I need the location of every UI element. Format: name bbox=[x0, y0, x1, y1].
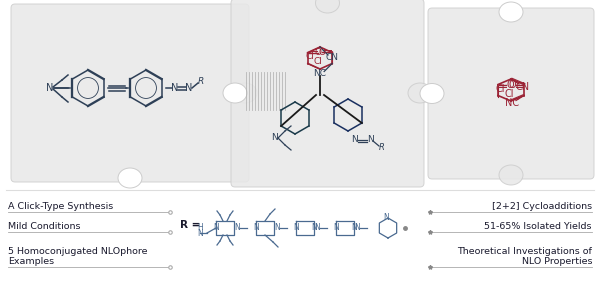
Text: A Click-Type Synthesis: A Click-Type Synthesis bbox=[8, 202, 113, 211]
Text: N: N bbox=[354, 223, 360, 232]
Ellipse shape bbox=[233, 83, 257, 103]
Ellipse shape bbox=[499, 2, 523, 22]
Text: NC: NC bbox=[314, 69, 326, 78]
Text: Mild Conditions: Mild Conditions bbox=[8, 222, 80, 231]
Text: N: N bbox=[197, 229, 203, 238]
Text: N: N bbox=[383, 214, 389, 223]
Text: [2+2] Cycloadditions: [2+2] Cycloadditions bbox=[492, 202, 592, 211]
Ellipse shape bbox=[499, 165, 523, 185]
Text: N: N bbox=[333, 223, 339, 232]
Ellipse shape bbox=[118, 168, 142, 188]
Text: Cl: Cl bbox=[314, 58, 322, 66]
Text: N: N bbox=[311, 223, 317, 232]
Text: 51-65% Isolated Yields: 51-65% Isolated Yields bbox=[485, 222, 592, 231]
Text: NC: NC bbox=[505, 99, 519, 108]
Text: N: N bbox=[367, 136, 373, 144]
Text: 5 Homoconjugated NLOphore
Examples: 5 Homoconjugated NLOphore Examples bbox=[8, 247, 148, 266]
Text: CN: CN bbox=[516, 82, 530, 92]
Text: N: N bbox=[274, 223, 280, 232]
FancyBboxPatch shape bbox=[428, 8, 594, 179]
Text: N: N bbox=[213, 223, 219, 232]
Ellipse shape bbox=[316, 0, 340, 13]
Text: Theoretical Investigations of
NLO Properties: Theoretical Investigations of NLO Proper… bbox=[457, 247, 592, 266]
Ellipse shape bbox=[223, 83, 247, 103]
FancyBboxPatch shape bbox=[11, 4, 249, 182]
Text: Cl: Cl bbox=[504, 89, 514, 99]
Text: N: N bbox=[46, 83, 53, 93]
Text: N: N bbox=[272, 134, 278, 142]
Ellipse shape bbox=[420, 84, 444, 103]
Text: O: O bbox=[314, 48, 322, 57]
Text: O: O bbox=[319, 48, 325, 57]
Text: O: O bbox=[508, 79, 516, 90]
Text: N: N bbox=[234, 223, 240, 232]
Text: O: O bbox=[506, 79, 514, 90]
Text: N: N bbox=[172, 83, 179, 93]
Text: N: N bbox=[352, 136, 358, 144]
FancyBboxPatch shape bbox=[231, 0, 424, 187]
Text: N: N bbox=[185, 83, 193, 93]
Text: N: N bbox=[293, 223, 299, 232]
Text: N: N bbox=[351, 223, 357, 232]
Text: R =: R = bbox=[180, 220, 200, 230]
Text: R: R bbox=[198, 77, 204, 86]
Text: N: N bbox=[314, 223, 320, 232]
Text: H: H bbox=[197, 223, 203, 232]
Text: N: N bbox=[253, 223, 259, 232]
Text: Cl: Cl bbox=[305, 52, 314, 61]
Text: CN: CN bbox=[325, 53, 338, 62]
Text: Cl: Cl bbox=[495, 84, 505, 94]
Ellipse shape bbox=[408, 83, 432, 103]
Text: R: R bbox=[379, 144, 385, 153]
